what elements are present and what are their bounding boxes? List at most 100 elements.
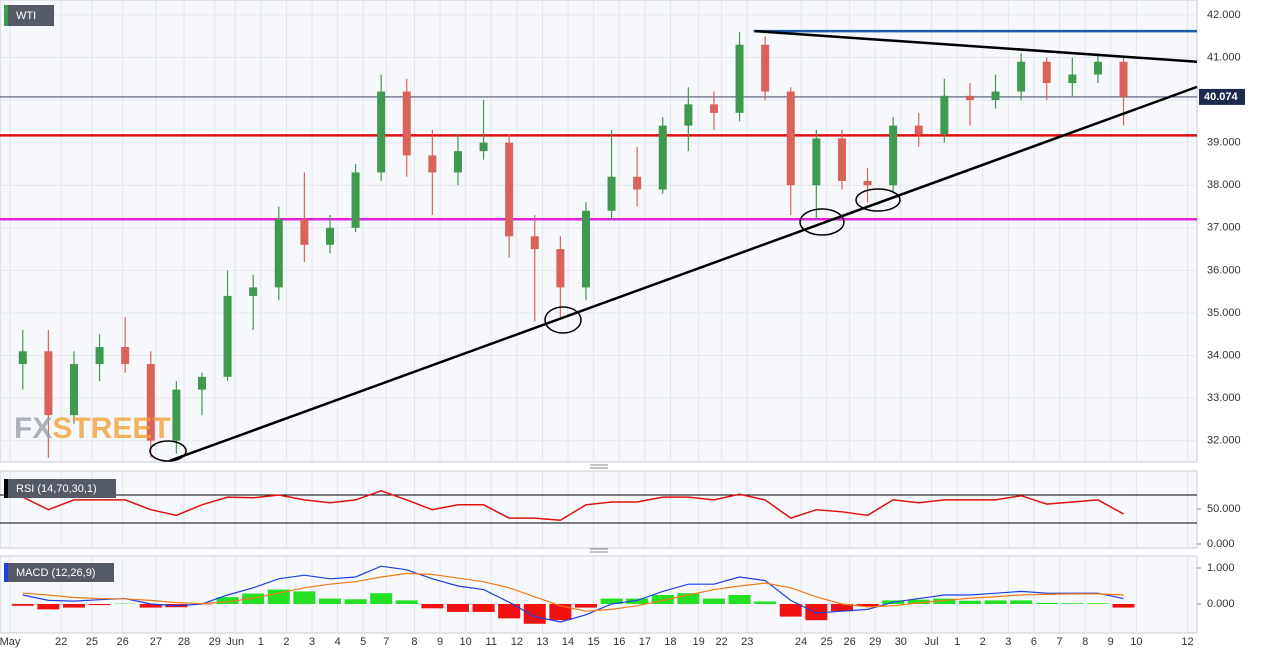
x-tick-label: 12 bbox=[511, 636, 523, 648]
watermark: FXSTREET bbox=[14, 412, 171, 445]
x-tick-label: May bbox=[0, 636, 21, 648]
x-tick-label: 5 bbox=[360, 636, 366, 648]
histogram-bar bbox=[600, 598, 623, 604]
legend-box bbox=[4, 5, 54, 26]
macd-title: MACD (12,26,9) bbox=[16, 567, 95, 579]
x-tick-label: 16 bbox=[613, 636, 625, 648]
y-tick-label: 0.000 bbox=[1207, 598, 1235, 610]
candle-body bbox=[249, 287, 258, 296]
x-tick-label: 6 bbox=[1031, 636, 1037, 648]
candle-body bbox=[863, 180, 872, 186]
candle-body bbox=[965, 95, 974, 101]
y-tick-label: 33.000 bbox=[1207, 392, 1241, 404]
histogram-bar bbox=[958, 600, 981, 604]
rsi-line bbox=[22, 490, 1124, 521]
trendline bbox=[169, 85, 1198, 462]
candle-body bbox=[709, 104, 718, 113]
histogram-bar bbox=[702, 598, 725, 604]
x-tick-label: Jun bbox=[226, 636, 244, 648]
histogram-bar bbox=[395, 600, 418, 604]
x-tick-label: 7 bbox=[383, 636, 389, 648]
histogram-bar bbox=[1086, 603, 1109, 604]
x-tick-label: 1 bbox=[258, 636, 264, 648]
histogram-bar bbox=[421, 603, 444, 609]
candle-body bbox=[633, 176, 642, 190]
candle-body bbox=[44, 351, 53, 416]
candle-body bbox=[761, 44, 770, 92]
x-tick-label: 18 bbox=[664, 636, 676, 648]
histogram-bar bbox=[344, 599, 367, 604]
watermark-street: STREET bbox=[52, 412, 170, 445]
x-tick-label: 26 bbox=[843, 636, 855, 648]
candle-body bbox=[428, 155, 437, 173]
histogram-bar bbox=[216, 597, 239, 604]
candle-body bbox=[69, 364, 78, 416]
candle-body bbox=[658, 125, 667, 190]
x-tick-label: 3 bbox=[309, 636, 315, 648]
circle-marker bbox=[799, 208, 845, 236]
histogram-bar bbox=[728, 594, 751, 604]
rsi-panel bbox=[0, 470, 1198, 549]
circle-marker bbox=[855, 188, 901, 212]
histogram-bar bbox=[523, 603, 546, 624]
histogram-bar bbox=[472, 603, 495, 612]
candle-body bbox=[889, 125, 898, 186]
x-tick-label: 2 bbox=[980, 636, 986, 648]
y-tick-label: 50.000 bbox=[1207, 503, 1241, 515]
x-tick-label: 24 bbox=[795, 636, 807, 648]
candle-body bbox=[325, 227, 334, 245]
y-tick-label: 34.000 bbox=[1207, 349, 1241, 361]
histogram-bar bbox=[446, 603, 469, 612]
x-tick-label: 11 bbox=[486, 636, 497, 648]
candle-body bbox=[121, 347, 130, 365]
x-tick-label: 25 bbox=[820, 636, 832, 648]
candle-body bbox=[197, 376, 206, 390]
candle-body bbox=[786, 91, 795, 186]
x-tick-label: 17 bbox=[639, 636, 651, 648]
y-tick-label: 0.000 bbox=[1207, 538, 1235, 550]
y-tick-label: 37.000 bbox=[1207, 222, 1241, 234]
macd-line bbox=[22, 565, 1124, 623]
histogram-bar bbox=[1010, 600, 1033, 604]
histogram-bar bbox=[626, 598, 649, 604]
candle-body bbox=[505, 142, 514, 237]
candle-body bbox=[453, 151, 462, 173]
x-tick-label: 25 bbox=[86, 636, 98, 648]
legend-box bbox=[4, 563, 114, 582]
circle-marker bbox=[544, 306, 582, 334]
x-tick-label: 10 bbox=[1130, 636, 1142, 648]
x-tick-label: 7 bbox=[1056, 636, 1062, 648]
candle-body bbox=[940, 95, 949, 135]
x-tick-label: 26 bbox=[116, 636, 128, 648]
x-tick-label: 29 bbox=[869, 636, 881, 648]
histogram-bar bbox=[677, 593, 700, 604]
histogram-bar bbox=[907, 599, 930, 604]
histogram-bar bbox=[830, 603, 853, 612]
candle-body bbox=[1119, 61, 1128, 97]
watermark-fx: FX bbox=[14, 412, 52, 445]
histogram-bar bbox=[318, 598, 341, 604]
candle-body bbox=[351, 172, 360, 228]
candle-body bbox=[812, 138, 821, 186]
candle-body bbox=[914, 125, 923, 135]
histogram-bar bbox=[651, 594, 674, 604]
histogram-bar bbox=[267, 589, 290, 604]
macd-panel bbox=[0, 555, 1198, 634]
trendline bbox=[754, 29, 1198, 63]
marks bbox=[0, 29, 1198, 624]
legend-bar bbox=[4, 5, 8, 26]
x-tick-label: 3 bbox=[1005, 636, 1011, 648]
x-tick-label: 8 bbox=[1082, 636, 1088, 648]
x-tick-label: 14 bbox=[562, 636, 574, 648]
price-label: 40.074 bbox=[1204, 91, 1239, 103]
x-tick-label: 8 bbox=[411, 636, 417, 648]
x-tick-label: 9 bbox=[1108, 636, 1114, 648]
candle-body bbox=[581, 210, 590, 288]
x-tick-label: 30 bbox=[895, 636, 907, 648]
circle-marker bbox=[149, 440, 187, 462]
x-tick-label: 9 bbox=[437, 636, 443, 648]
histogram-bar bbox=[1112, 603, 1135, 608]
x-tick-label: 12 bbox=[1181, 636, 1193, 648]
y-tick-label: 41.000 bbox=[1207, 51, 1241, 63]
